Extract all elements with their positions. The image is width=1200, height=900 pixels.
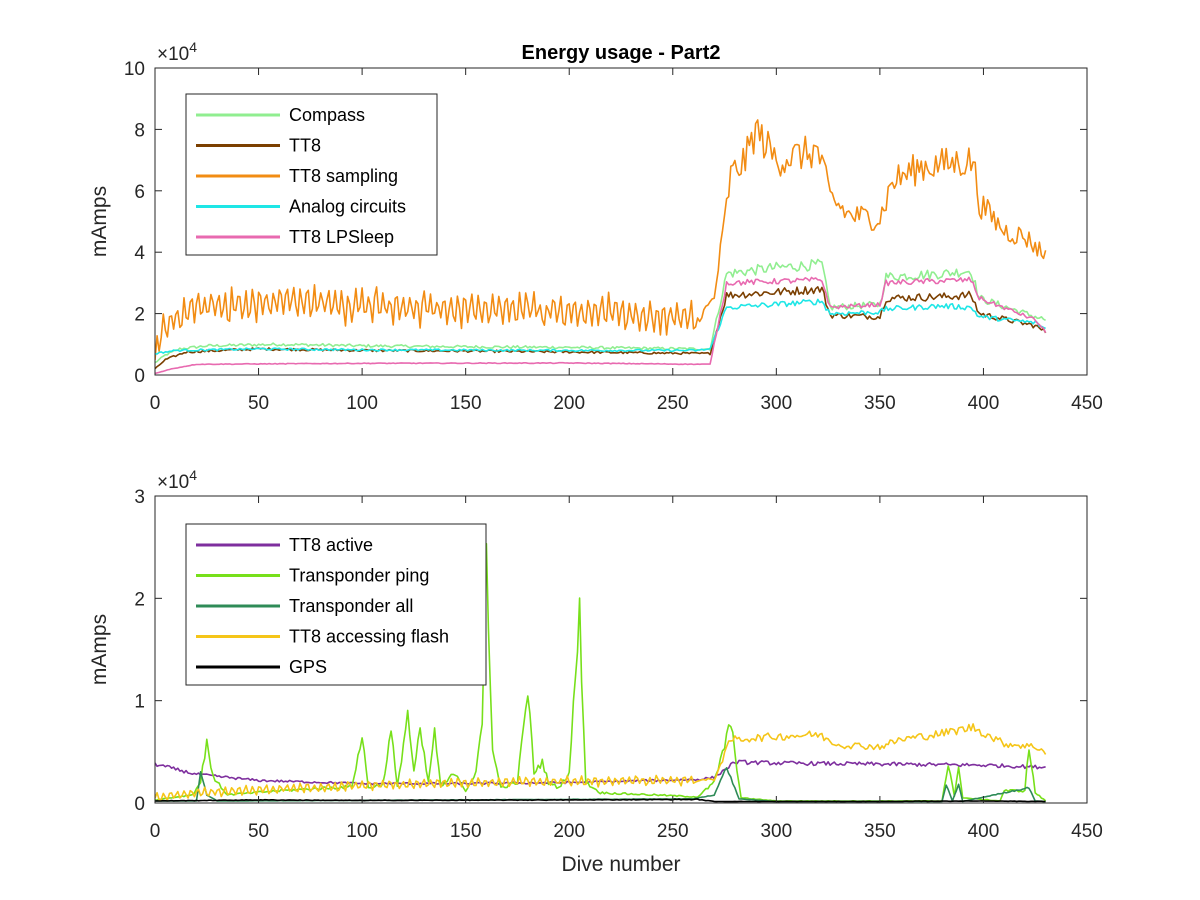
bottom-axes: 0 50 100 150 200 250 300 350 400 4500123×104mAmps… [88,467,1103,876]
chart-title: Energy usage - Part2 [522,42,721,64]
x-tick-label: 400 [968,821,1000,842]
top-axes: 0 50 100 150 200 250 300 350 400 450 0 2 4 6 8 10 ×104 En… [88,39,1103,414]
legend-label-tt8-active: TT8 active [289,535,373,555]
y-tick-label: 3 [134,487,145,508]
legend: Compass TT8 TT8 sampling Analog circuits TT8… [185,93,438,256]
x-tick-label: 50 [248,821,269,842]
x-tick-label: 150 [450,393,482,414]
y-tick-label: 8 [134,120,145,141]
series-line-gps [155,798,1046,803]
y-axis-label: mAmps [88,614,111,685]
x-tick-label: 0 [150,821,161,842]
legend-label-tt8: TT8 [289,136,321,156]
axes-box [154,67,1088,376]
y-axis-label: mAmps [88,186,111,257]
legend: TT8 active Transponder ping Transponder al… [185,523,487,686]
legend-label-analog-circuits: Analog circuits [289,197,406,217]
legend-label-gps: GPS [289,657,327,677]
x-tick-label: 450 [1071,821,1103,842]
series-line-compass [155,258,1046,364]
series-line-analog-circuits [155,298,1046,355]
y-tick-label: 0 [134,794,145,815]
x-tick-label: 150 [450,821,482,842]
x-tick-label: 350 [864,821,896,842]
x-tick-label: 50 [248,393,269,414]
series-group [155,119,1047,375]
x-tick-label: 450 [1071,393,1103,414]
axes-box [154,495,1088,804]
x-tick-label: 300 [760,821,792,842]
y-tick-label: 0 [134,366,145,387]
x-tick-label: 100 [346,821,378,842]
series-line-tt8-accessing-flash [155,723,1047,802]
legend-label-transponder-all: Transponder all [289,596,413,616]
y-multiplier-label: ×104 [157,39,197,65]
x-tick-label: 250 [657,821,689,842]
y-tick-label: 10 [124,59,145,80]
series-group [155,542,1047,803]
y-multiplier-exponent: 4 [189,467,197,483]
y-tick-label: 1 [134,692,145,713]
legend-label-tt8-lpsleep: TT8 LPSleep [289,227,394,247]
legend-label-tt8-sampling: TT8 sampling [289,166,398,186]
series-line-tt8-sampling [155,119,1047,361]
y-tick-label: 2 [134,305,145,326]
x-tick-label: 250 [657,393,689,414]
x-tick-label: 300 [760,393,792,414]
x-tick-label: 350 [864,393,896,414]
x-axis-label: Dive number [561,853,680,876]
x-tick-label: 100 [346,393,378,414]
x-tick-label: 200 [553,393,585,414]
series-line-tt8 [155,286,1047,370]
legend-label-tt8-accessing-flash: TT8 accessing flash [289,627,449,647]
x-tick-label: 0 [150,393,161,414]
x-tick-label: 400 [968,393,1000,414]
legend-label-transponder-ping: Transponder ping [289,566,429,586]
y-tick-label: 4 [134,243,145,264]
y-multiplier-exponent: 4 [189,39,197,55]
legend-label-compass: Compass [289,105,365,125]
series-line-tt8-lpsleep [155,276,1047,375]
y-tick-label: 2 [134,589,145,610]
x-tick-label: 200 [553,821,585,842]
y-tick-label: 6 [134,182,145,203]
